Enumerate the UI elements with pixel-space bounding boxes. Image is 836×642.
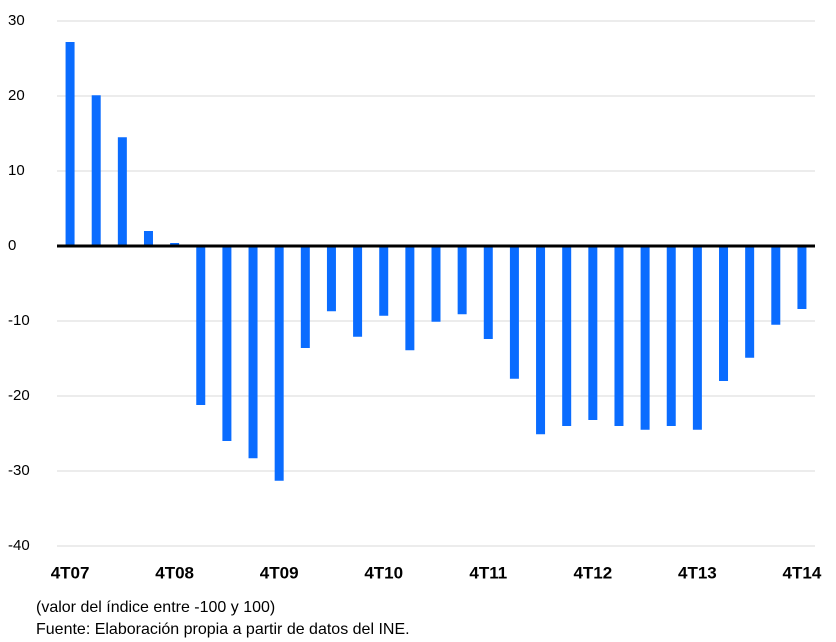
bar [300, 246, 310, 348]
bar [719, 246, 729, 381]
bar [562, 246, 572, 426]
bar [797, 246, 807, 309]
bar [431, 246, 441, 322]
bar [274, 246, 284, 481]
bar [588, 246, 598, 420]
x-tick-label: 4T13 [678, 563, 717, 582]
bar [65, 42, 75, 246]
bar [143, 231, 153, 246]
y-tick-label: -10 [8, 312, 30, 329]
y-tick-label: -40 [8, 537, 30, 554]
bar [117, 137, 127, 246]
bar [457, 246, 467, 315]
bar [91, 95, 101, 246]
bar [692, 246, 702, 430]
bar [745, 246, 755, 358]
bar [666, 246, 676, 426]
x-tick-label: 4T11 [469, 563, 507, 582]
bar [379, 246, 389, 316]
x-tick-label: 4T14 [783, 563, 822, 582]
x-tick-label: 4T08 [155, 563, 194, 582]
bar [483, 246, 493, 339]
y-tick-label: 30 [8, 12, 25, 29]
x-tick-label: 4T12 [573, 563, 612, 582]
bar [196, 246, 206, 405]
note: (valor del índice entre -100 y 100) [36, 599, 275, 616]
bar [405, 246, 415, 351]
bar [326, 246, 336, 312]
bar [353, 246, 363, 337]
x-tick-label: 4T10 [364, 563, 403, 582]
bar [222, 246, 232, 441]
y-tick-label: 0 [8, 237, 16, 254]
bar [614, 246, 624, 426]
bar [536, 246, 546, 435]
bar [509, 246, 519, 379]
y-tick-label: 20 [8, 87, 25, 104]
y-tick-label: -20 [8, 387, 30, 404]
y-tick-label: 10 [8, 162, 25, 179]
y-tick-label: -30 [8, 462, 30, 479]
note: Fuente: Elaboración propia a partir de d… [36, 621, 410, 638]
bar [771, 246, 781, 325]
x-tick-label: 4T07 [51, 563, 90, 582]
bar [640, 246, 650, 430]
x-tick-label: 4T09 [260, 563, 299, 582]
bar [248, 246, 258, 459]
